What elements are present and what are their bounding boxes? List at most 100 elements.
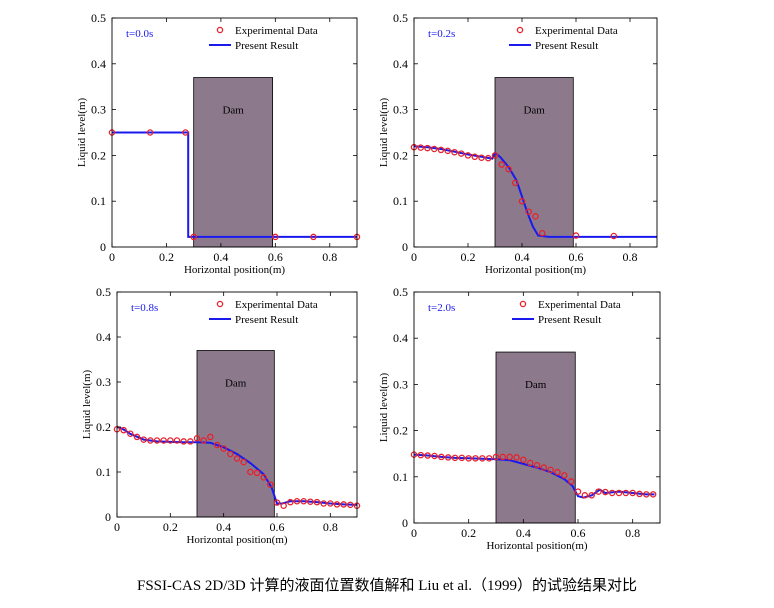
experimental-data-point xyxy=(310,233,317,241)
experimental-data-point xyxy=(464,152,472,159)
x-tick-label: 0.6 xyxy=(268,250,283,264)
legend-label-present: Present Result xyxy=(235,314,298,326)
experimental-data-point xyxy=(190,233,197,241)
experimental-data-point xyxy=(260,474,267,481)
present-result-line xyxy=(116,426,358,506)
experimental-data-point xyxy=(327,500,334,507)
experimental-data-point xyxy=(213,441,221,449)
experimental-data-point xyxy=(485,455,493,462)
experimental-data-point xyxy=(533,461,541,469)
legend-label-experimental: Experimental Data xyxy=(235,299,318,311)
legend-marker-experimental xyxy=(216,300,224,308)
experimental-data-point xyxy=(133,433,141,441)
experimental-data-point xyxy=(595,488,602,495)
experimental-data-point xyxy=(227,450,234,458)
y-tick-label: 0.1 xyxy=(91,194,106,208)
experimental-data-point xyxy=(187,438,194,445)
legend-label-experimental: Experimental Data xyxy=(535,25,618,37)
x-axis-label: Horizontal position(m) xyxy=(186,534,287,546)
y-tick-label: 0.2 xyxy=(91,148,106,162)
experimental-data-point xyxy=(437,146,445,154)
y-tick-label: 0.3 xyxy=(393,377,408,391)
experimental-data-point xyxy=(518,197,526,205)
dam-block xyxy=(495,351,576,524)
x-tick-label: 0.8 xyxy=(322,250,337,264)
x-tick-label: 0.2 xyxy=(461,526,476,540)
x-tick-label: 0.8 xyxy=(623,250,638,264)
experimental-data-point xyxy=(513,454,520,461)
y-axis-label: Liquid level(m) xyxy=(81,369,93,439)
experimental-data-point xyxy=(247,468,254,476)
experimental-data-point xyxy=(313,498,321,506)
experimental-data-point xyxy=(307,498,314,505)
legend-label-experimental: Experimental Data xyxy=(235,25,318,37)
dam-block xyxy=(494,77,574,248)
present-result-line xyxy=(413,453,655,499)
experimental-data-point xyxy=(320,500,327,507)
experimental-data-point xyxy=(424,452,431,459)
experimental-data-point xyxy=(561,472,568,479)
chart-panel-1: Dam 0 0.2 0.4 0.6 0.8 0 0.1 0.2 0.3 0.4 0.5 Horizont… xyxy=(76,11,361,276)
y-tick-label: 0.4 xyxy=(91,57,106,71)
experimental-data-point xyxy=(347,501,354,509)
experimental-data-point xyxy=(554,468,561,476)
x-tick-label: 0 xyxy=(114,520,120,534)
y-tick-label: 0.1 xyxy=(393,194,408,208)
experimental-data-point xyxy=(602,488,609,496)
experimental-data-point xyxy=(484,154,492,162)
axes-frame xyxy=(413,291,661,524)
time-label: t=2.0s xyxy=(428,302,455,314)
y-tick-label: 0.1 xyxy=(96,465,111,479)
experimental-data-point xyxy=(451,148,458,156)
x-tick-label: 0.8 xyxy=(625,526,640,540)
x-tick-label: 0.2 xyxy=(159,250,174,264)
y-tick-label: 0.3 xyxy=(393,103,408,117)
experimental-data-point xyxy=(417,144,424,151)
experimental-data-point xyxy=(146,129,154,136)
experimental-data-point xyxy=(253,469,261,477)
chart-panel-4: Dam 0 0.2 0.4 0.6 0.8 0 0.1 0.2 0.3 0.4 0.5 Horizont… xyxy=(378,285,661,552)
y-axis-label: Liquid level(m) xyxy=(76,97,88,167)
experimental-data-point xyxy=(180,438,187,445)
experimental-data-point xyxy=(478,154,485,161)
y-tick-label: 0.1 xyxy=(393,470,408,484)
dam-label: Dam xyxy=(222,105,244,117)
experimental-data-point xyxy=(273,499,281,506)
x-tick-label: 0.4 xyxy=(515,250,530,264)
experimental-data-point xyxy=(233,455,241,462)
experimental-data-point xyxy=(458,454,466,462)
y-tick-label: 0.5 xyxy=(96,285,111,299)
x-tick-label: 0.4 xyxy=(216,520,231,534)
experimental-data-point xyxy=(220,445,227,452)
x-tick-label: 0.6 xyxy=(571,526,586,540)
y-tick-label: 0.3 xyxy=(91,103,106,117)
axes-frame xyxy=(116,291,358,518)
experimental-data-point xyxy=(588,492,595,499)
time-label: t=0.2s xyxy=(428,28,455,40)
experimental-data-point xyxy=(572,232,580,239)
chart-panel-3: Dam 0 0.2 0.4 0.6 0.8 0 0.1 0.2 0.3 0.4 0.5 Horizont… xyxy=(81,285,361,546)
dam-block xyxy=(196,350,275,518)
experimental-data-point xyxy=(451,454,459,462)
experimental-data-point xyxy=(431,452,438,460)
experimental-data-point xyxy=(444,454,452,461)
y-tick-label: 0 xyxy=(402,516,408,530)
x-tick-label: 0 xyxy=(411,250,417,264)
legend-label-present: Present Result xyxy=(535,40,598,52)
experimental-data-point xyxy=(526,459,534,467)
x-axis-label: Horizontal position(m) xyxy=(184,264,285,276)
x-tick-label: 0.6 xyxy=(270,520,285,534)
legend-label-present: Present Result xyxy=(235,40,298,52)
experimental-data-point xyxy=(267,481,274,488)
x-tick-label: 0 xyxy=(411,526,417,540)
y-tick-label: 0.2 xyxy=(393,424,408,438)
experimental-data-point xyxy=(272,233,279,241)
x-tick-label: 0.2 xyxy=(163,520,178,534)
experimental-data-point xyxy=(539,230,546,237)
y-tick-label: 0.4 xyxy=(393,57,408,71)
experimental-data-point xyxy=(567,478,575,485)
experimental-data-point xyxy=(506,453,513,461)
experimental-data-point xyxy=(608,489,616,497)
chart-panel-2: Dam 0 0.2 0.4 0.6 0.8 0 0.1 0.2 0.3 0.4 0.5 Horizont… xyxy=(378,11,658,276)
experimental-data-point xyxy=(240,458,247,466)
